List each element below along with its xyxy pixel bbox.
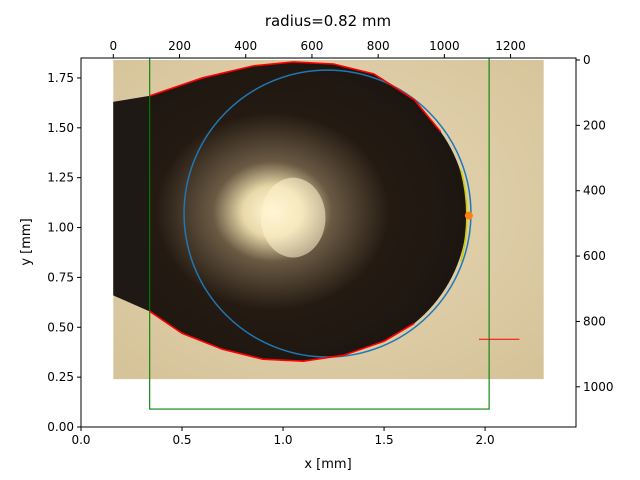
right-tick-label: 400 (583, 184, 606, 198)
right-tick-label: 1000 (583, 380, 614, 394)
contact-point (464, 211, 473, 220)
top-pixel-axis: 0 200 400 600 800 1000 1200 (110, 39, 526, 58)
top-tick-label: 400 (234, 39, 257, 53)
reflection-highlight (260, 177, 326, 258)
drop-profile-lower (149, 310, 415, 362)
y-tick-label: 0.25 (47, 370, 74, 384)
y-axis-label: y [mm] (19, 218, 34, 265)
plot-frame (80, 57, 577, 428)
right-tick-label: 0 (583, 53, 591, 67)
x-axis: 0.0 0.5 1.0 1.5 2.0 (71, 427, 495, 447)
chart-title: radius=0.82 mm (265, 12, 391, 30)
x-tick-label: 0.5 (172, 433, 191, 447)
x-tick-label: 0.0 (71, 433, 90, 447)
plot-area (113, 58, 544, 410)
y-tick-label: 0.50 (47, 320, 74, 334)
y-tick-label: 1.25 (47, 171, 74, 185)
right-pixel-axis: 0 200 400 600 800 1000 (576, 53, 614, 394)
crop-box (149, 58, 490, 410)
needle (113, 95, 150, 312)
x-tick-label: 1.0 (273, 433, 292, 447)
top-tick-label: 800 (367, 39, 390, 53)
y-tick-label: 0.75 (47, 270, 74, 284)
y-tick-label: 0.00 (47, 420, 74, 434)
top-tick-label: 1000 (429, 39, 460, 53)
y-tick-label: 1.75 (47, 71, 74, 85)
x-tick-label: 1.5 (375, 433, 394, 447)
right-tick-label: 600 (583, 249, 606, 263)
y-tick-label: 1.50 (47, 121, 74, 135)
y-tick-label: 1.00 (47, 221, 74, 235)
top-tick-label: 1200 (495, 39, 526, 53)
right-tick-label: 200 (583, 118, 606, 132)
top-tick-label: 0 (110, 39, 118, 53)
top-tick-label: 600 (300, 39, 323, 53)
top-tick-label: 200 (168, 39, 191, 53)
right-tick-label: 800 (583, 314, 606, 328)
y-axis: 0.00 0.25 0.50 0.75 1.00 1.25 1.50 1.75 (47, 71, 81, 434)
x-tick-label: 2.0 (476, 433, 495, 447)
x-axis-label: x [mm] (304, 457, 351, 472)
drop-profile-upper (149, 61, 442, 133)
